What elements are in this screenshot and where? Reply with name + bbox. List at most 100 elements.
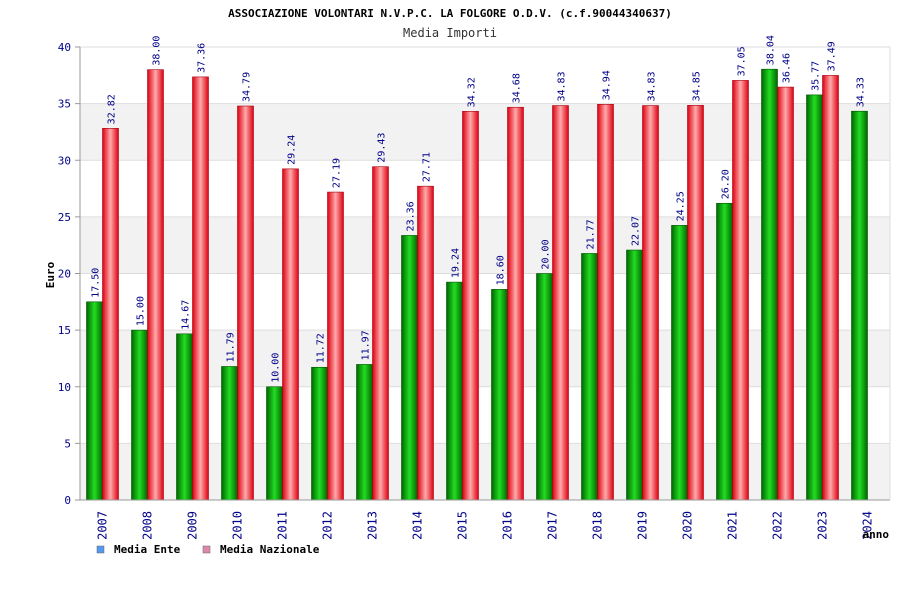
bar (102, 128, 119, 501)
plot-band (80, 160, 890, 217)
x-tick-label: 2011 (276, 511, 290, 540)
bar (732, 80, 749, 501)
x-tick-label: 2016 (501, 511, 515, 540)
x-tick-label: 2020 (681, 511, 695, 540)
bar (356, 364, 373, 501)
value-label: 34.83 (647, 71, 658, 101)
value-label: 29.43 (377, 133, 388, 163)
plot-band (80, 216, 890, 274)
x-tick-label: 2014 (411, 511, 425, 540)
value-label: 34.94 (602, 70, 613, 100)
plot-band (80, 103, 890, 161)
value-label: 17.50 (91, 268, 102, 298)
bar (237, 105, 254, 501)
value-label: 34.79 (242, 72, 253, 102)
bar (851, 110, 868, 501)
bar (417, 185, 434, 501)
axes (79, 47, 891, 501)
legend: Media Ente Media Nazionale (96, 543, 320, 556)
plot-band (80, 443, 890, 500)
legend-swatch (96, 545, 105, 554)
bar (716, 202, 733, 501)
bar (131, 329, 148, 501)
value-label: 29.24 (287, 135, 298, 165)
plot-band (80, 273, 890, 331)
plot-band (80, 330, 890, 387)
x-tick-label: 2019 (636, 511, 650, 540)
x-tick-label: 2012 (321, 511, 335, 540)
value-label: 11.97 (361, 330, 372, 360)
value-label: 34.32 (467, 77, 478, 107)
value-label: 11.79 (226, 332, 237, 362)
value-label: 34.68 (512, 73, 523, 103)
bar (642, 105, 659, 501)
bar (507, 106, 524, 501)
bar (581, 253, 598, 501)
bar (192, 76, 209, 501)
x-tick-label: 2008 (141, 511, 155, 540)
bar (462, 111, 479, 501)
x-tick-label: 2023 (816, 511, 830, 540)
bar (491, 289, 508, 501)
bar (446, 281, 463, 501)
value-label: 35.77 (811, 61, 822, 91)
bar (266, 386, 283, 501)
bar (552, 105, 569, 501)
value-label: 37.36 (197, 43, 208, 73)
x-tick-label: 2024 (861, 511, 875, 540)
value-label: 15.00 (136, 296, 147, 326)
bar (806, 94, 823, 501)
legend-label: Media Nazionale (220, 543, 320, 556)
y-tick-label: 0 (64, 494, 71, 507)
bar (777, 86, 794, 501)
value-label: 22.07 (631, 216, 642, 246)
bar (311, 366, 328, 501)
bar (822, 75, 839, 501)
y-tick-labels: 0 5 10 15 20 25 30 35 40 (58, 41, 71, 507)
value-label: 27.19 (332, 158, 343, 188)
value-label: 11.72 (316, 333, 327, 363)
y-tick-label: 25 (58, 211, 71, 224)
value-label: 14.67 (181, 300, 192, 330)
x-tick-label: 2010 (231, 511, 245, 540)
y-tick-label: 20 (58, 268, 71, 281)
y-tick-label: 35 (58, 98, 71, 111)
bar (687, 105, 704, 501)
plot-band (80, 47, 890, 104)
legend-swatch (202, 545, 211, 554)
bar (372, 166, 389, 501)
value-label: 21.77 (586, 219, 597, 249)
x-tick-label: 2017 (546, 511, 560, 540)
y-axis-label: Euro (44, 261, 57, 288)
x-tick-label: 2018 (591, 511, 605, 540)
value-label: 34.83 (557, 71, 568, 101)
value-label: 23.36 (406, 201, 417, 231)
chart-title: ASSOCIAZIONE VOLONTARI N.V.P.C. LA FOLGO… (228, 7, 672, 20)
bar (401, 235, 418, 501)
value-label: 27.71 (422, 152, 433, 182)
bar (671, 225, 688, 501)
value-label: 34.85 (692, 71, 703, 101)
bar (536, 273, 553, 501)
bar (626, 249, 643, 501)
y-tick-label: 10 (58, 381, 71, 394)
value-label: 24.25 (676, 191, 687, 221)
y-tick-label: 5 (64, 437, 71, 450)
x-tick-label: 2022 (771, 511, 785, 540)
plot-background (80, 47, 890, 500)
value-label: 32.82 (107, 94, 118, 124)
x-tick-label: 2007 (96, 511, 110, 540)
bar (327, 191, 344, 501)
x-tick-label: 2013 (366, 511, 380, 540)
value-label: 20.00 (541, 239, 552, 269)
y-tick-label: 40 (58, 41, 71, 54)
y-tick-label: 15 (58, 324, 71, 337)
value-label: 38.00 (152, 36, 163, 66)
bar (176, 333, 193, 501)
legend-label: Media Ente (114, 543, 181, 556)
y-tick-label: 30 (58, 154, 71, 167)
bar (86, 301, 103, 501)
value-label: 10.00 (271, 353, 282, 383)
